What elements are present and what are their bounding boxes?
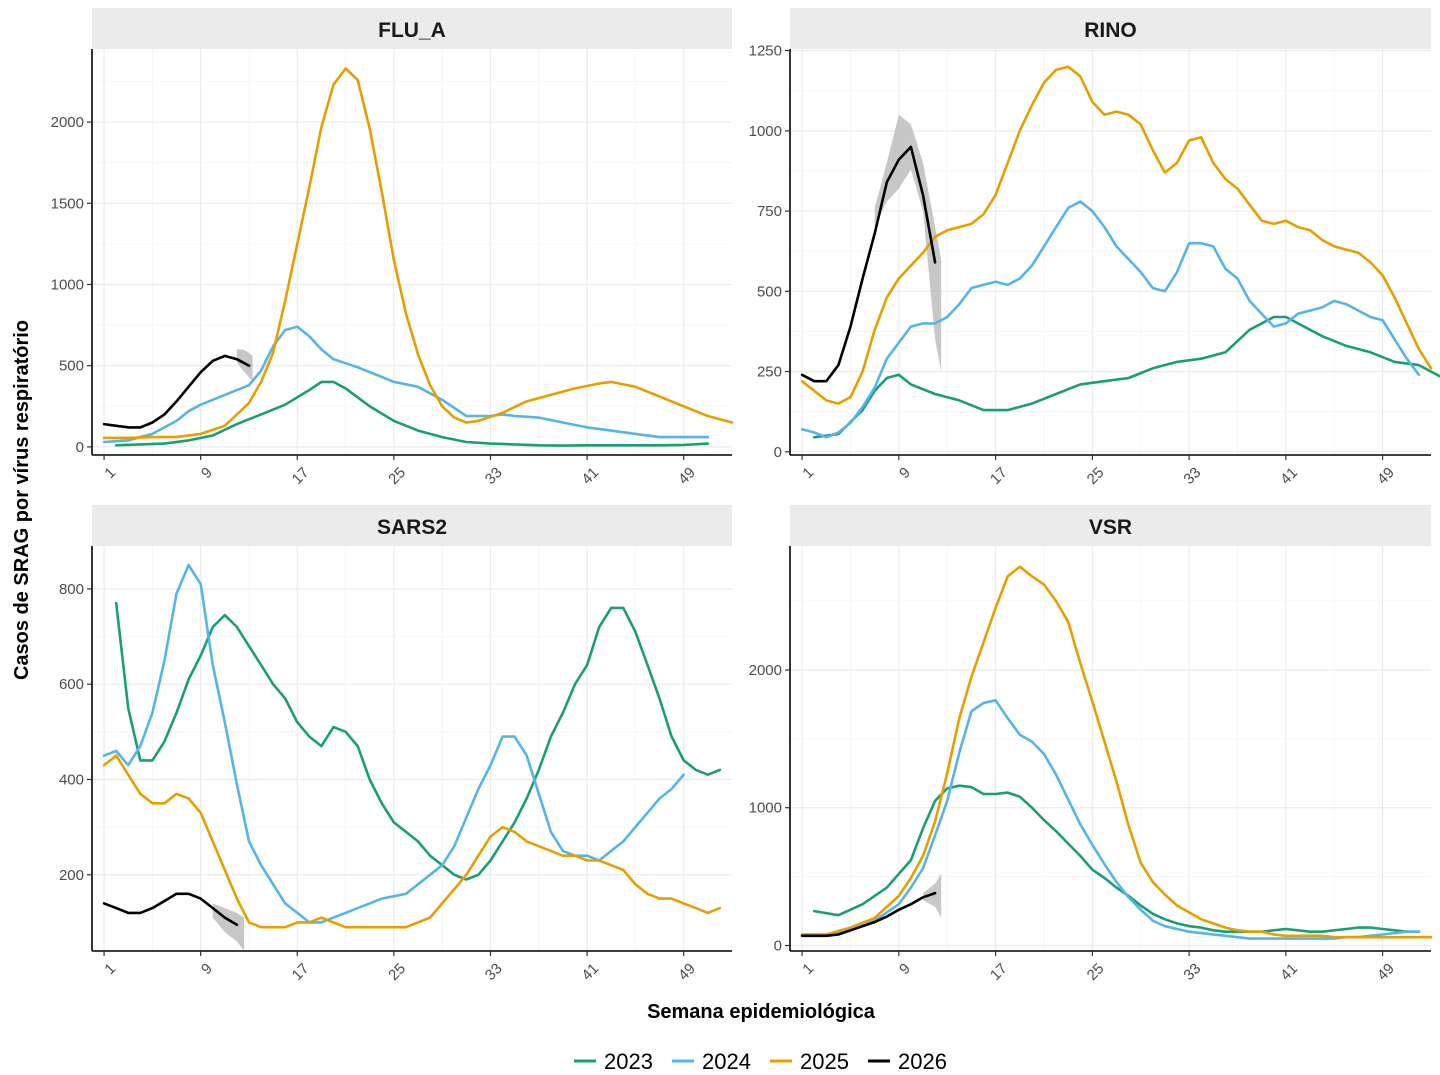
x-tick-label: 9 (896, 464, 914, 482)
panel-background (790, 49, 1431, 455)
panel-background (790, 546, 1431, 951)
y-tick-label: 0 (774, 937, 782, 954)
x-tick-label: 49 (1374, 960, 1398, 984)
x-tick-label: 1 (799, 464, 817, 482)
x-tick-label: 49 (675, 464, 699, 488)
y-tick-label: 1000 (749, 123, 782, 140)
series-line-2023 (114, 380, 710, 447)
x-tick-label: 41 (578, 464, 602, 488)
x-tick-label: 9 (198, 464, 216, 482)
series-line-2025 (800, 565, 1433, 939)
y-tick-label: 1000 (51, 276, 84, 293)
x-tick-label: 17 (289, 960, 313, 984)
panel-flu_a: FLU_A 0 500 1000 1500 2000 1 9 17 25 33 41 49 (51, 8, 734, 488)
series-line-2026 (800, 891, 937, 938)
series-line-2025 (800, 65, 1433, 405)
series-line-2024 (102, 325, 710, 444)
legend-label: 2026 (898, 1049, 947, 1074)
y-tick-label: 500 (757, 283, 782, 300)
y-tick-label: 400 (59, 771, 84, 788)
x-tick-label: 17 (987, 960, 1011, 984)
y-tick-label: 0 (774, 444, 782, 461)
x-tick-label: 33 (482, 464, 506, 488)
facet-strip (790, 8, 1431, 49)
legend-label: 2023 (604, 1049, 653, 1074)
panel-sars2: SARS2 200 400 600 800 1 9 17 25 33 41 49 (59, 505, 732, 984)
y-tick-label: 800 (59, 581, 84, 598)
facet-strip (92, 8, 732, 49)
gridlines (92, 49, 732, 455)
series-line-2024 (102, 563, 686, 924)
x-tick-label: 49 (1374, 464, 1398, 488)
x-axis-title: Semana epidemiológica (647, 1001, 876, 1023)
nowcast-ribbon (236, 349, 253, 382)
y-tick-label: 600 (59, 676, 84, 693)
y-axis-title: Casos de SRAG por vírus respiratório (11, 320, 33, 680)
x-tick-label: 9 (896, 960, 914, 978)
nowcast-ribbon (874, 114, 942, 372)
panel-rino: RINO 0 250 500 750 1000 1250 1 9 17 25 33 41 49 (749, 8, 1440, 488)
facet-title: FLU_A (378, 19, 446, 42)
series-line-2023 (812, 315, 1440, 439)
series-line-2023 (812, 784, 1421, 934)
legend-item-2024: 2024 (672, 1049, 751, 1074)
series-line-2026 (800, 145, 937, 383)
y-tick-label: 1500 (51, 195, 84, 212)
y-tick-label: 750 (757, 203, 782, 220)
x-tick-label: 25 (385, 464, 409, 488)
y-tick-label: 1250 (749, 43, 782, 60)
y-tick-label: 1000 (749, 800, 782, 817)
series-line-2025 (102, 67, 734, 440)
x-tick-label: 17 (289, 464, 313, 488)
facet-title: RINO (1084, 19, 1137, 42)
legend-item-2025: 2025 (770, 1049, 849, 1074)
facet-title: VSR (1089, 516, 1132, 539)
panel-background (92, 49, 732, 455)
series-line-2026 (102, 354, 251, 429)
legend-item-2026: 2026 (868, 1049, 947, 1074)
x-tick-label: 25 (1084, 464, 1108, 488)
panel-vsr: VSR 0 1000 2000 1 9 17 25 33 41 49 (749, 505, 1433, 984)
y-tick-label: 500 (59, 358, 84, 375)
series-line-2023 (114, 601, 722, 881)
series-line-2025 (102, 754, 722, 929)
legend: 2023 2024 2025 2026 (574, 1049, 947, 1074)
x-tick-label: 49 (675, 960, 699, 984)
legend-item-2023: 2023 (574, 1049, 653, 1074)
series-line-2024 (800, 200, 1421, 439)
legend-label: 2024 (702, 1049, 751, 1074)
x-tick-label: 25 (1084, 960, 1108, 984)
x-tick-label: 9 (198, 960, 216, 978)
x-tick-label: 1 (101, 960, 119, 978)
x-tick-label: 41 (1277, 464, 1301, 488)
x-tick-label: 41 (578, 960, 602, 984)
y-tick-label: 0 (76, 439, 84, 456)
x-tick-label: 41 (1277, 960, 1301, 984)
legend-label: 2025 (800, 1049, 849, 1074)
x-tick-label: 17 (987, 464, 1011, 488)
facet-strip (92, 505, 732, 546)
x-tick-label: 33 (1180, 960, 1204, 984)
y-tick-label: 2000 (51, 114, 84, 131)
x-tick-label: 1 (101, 464, 119, 482)
facet-title: SARS2 (377, 516, 447, 539)
facet-strip (790, 505, 1431, 546)
x-tick-label: 25 (385, 960, 409, 984)
series-line-2026 (102, 892, 239, 927)
y-tick-label: 250 (757, 364, 782, 381)
y-tick-label: 200 (59, 867, 84, 884)
y-tick-label: 2000 (749, 662, 782, 679)
x-tick-label: 33 (1180, 464, 1204, 488)
x-tick-label: 33 (482, 960, 506, 984)
series-line-2024 (800, 698, 1421, 940)
nowcast-ribbon (923, 873, 942, 918)
x-tick-label: 1 (799, 960, 817, 978)
